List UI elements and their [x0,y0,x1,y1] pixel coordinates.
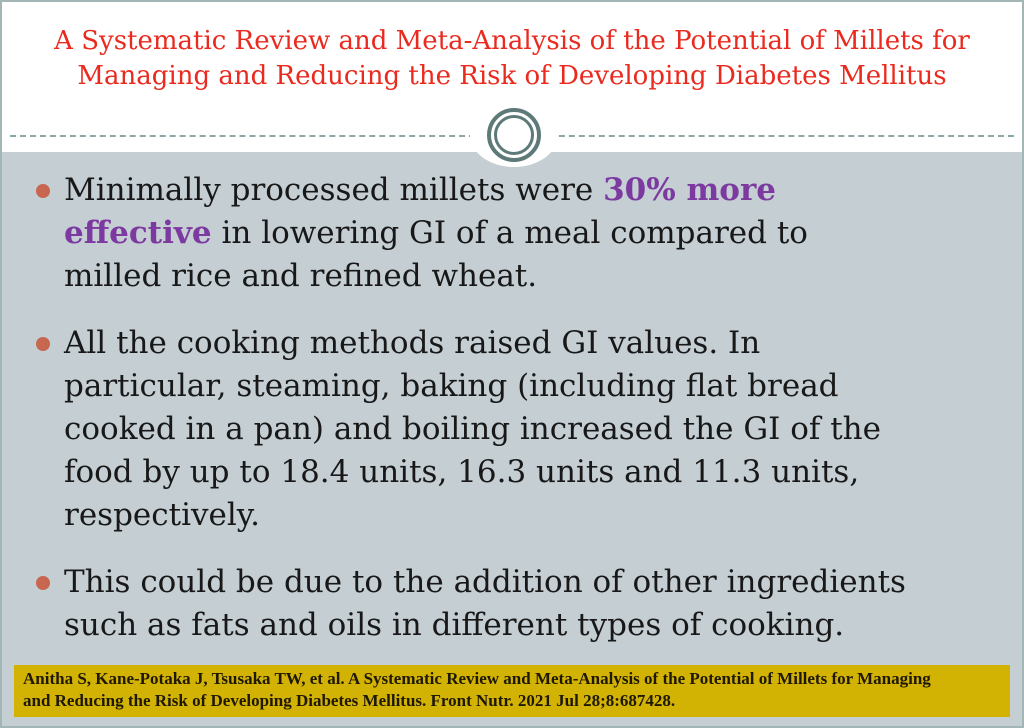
bullet-list: Minimally processed millets were 30% mor… [36,169,1006,671]
bullet-dot-icon [36,184,50,198]
bullet-1-post: in lowering GI of a meal compared to mil… [64,215,808,294]
circle-ornament-inner-ring-icon [494,115,534,155]
bullet-item-1: Minimally processed millets were 30% mor… [36,169,1006,298]
slide-header: A Systematic Review and Meta-Analysis of… [2,2,1022,152]
bullet-dot-icon [36,576,50,590]
citation-text: Anitha S, Kane-Potaka J, Tsusaka TW, et … [23,669,931,710]
citation-bar: Anitha S, Kane-Potaka J, Tsusaka TW, et … [14,665,1010,717]
bullet-1-highlight: 30% more effective [64,172,777,251]
bullet-text-2: All the cooking methods raised GI values… [64,325,881,533]
slide-body [2,152,1022,726]
bullet-item-3: This could be due to the addition of oth… [36,561,1006,647]
bullet-text-1: Minimally processed millets were 30% mor… [64,169,808,298]
bullet-text-3: This could be due to the addition of oth… [64,564,906,643]
bullet-1-pre: Minimally processed millets were [64,172,604,208]
bullet-item-2: All the cooking methods raised GI values… [36,322,1006,537]
bullet-dot-icon [36,337,50,351]
slide-title: A Systematic Review and Meta-Analysis of… [54,26,970,91]
